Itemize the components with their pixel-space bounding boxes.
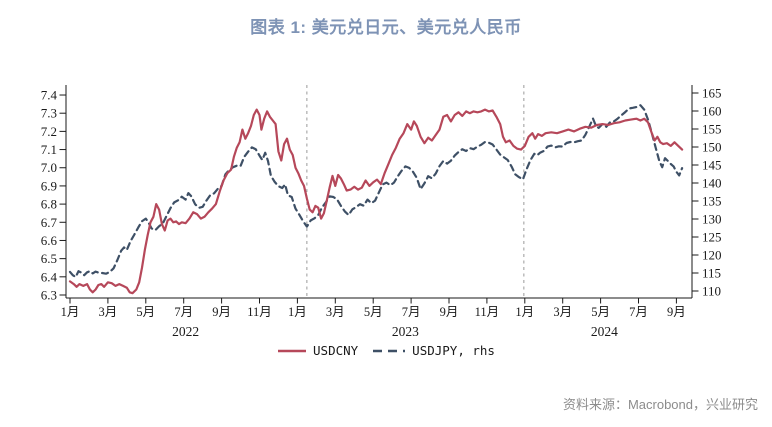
- axis-tick-label: 5月: [364, 305, 383, 319]
- axis-tick-label: 120: [702, 248, 722, 263]
- legend-label-usdjpy: USDJPY, rhs: [412, 343, 495, 358]
- axis-tick-label: 7.2: [41, 124, 57, 139]
- axis-tick-label: 2022: [172, 324, 199, 339]
- axis-tick-label: 160: [702, 104, 722, 119]
- axis-tick-label: 7月: [629, 305, 648, 319]
- axis-tick-label: 115: [702, 266, 721, 281]
- axis-tick-label: 1月: [515, 305, 534, 319]
- chart-title: 图表 1: 美元兑日元、美元兑人民币: [250, 18, 522, 37]
- chart-legend: USDCNY USDJPY, rhs: [0, 343, 772, 358]
- axis-tick-label: 165: [702, 86, 722, 101]
- axis-tick-label: 7.3: [41, 106, 57, 121]
- axis-tick-label: 150: [702, 140, 722, 155]
- axis-tick-label: 7月: [402, 305, 421, 319]
- axis-tick-label: 3月: [99, 305, 118, 319]
- axis-tick-label: 5月: [591, 305, 610, 319]
- axis-tick-label: 9月: [440, 305, 459, 319]
- axis-tick-label: 125: [702, 230, 722, 245]
- axis-tick-label: 11月: [475, 305, 500, 319]
- axis-tick-label: 6.8: [41, 197, 57, 212]
- axis-tick-label: 145: [702, 158, 722, 173]
- axis-tick-label: 7.1: [41, 142, 57, 157]
- usdjpy-dashed-line-swatch: [373, 349, 406, 352]
- axis-tick-label: 1月: [288, 305, 307, 319]
- axis-tick-label: 7月: [174, 305, 193, 319]
- axis-tick-label: 6.5: [41, 251, 57, 266]
- axis-tick-label: 6.6: [41, 233, 58, 248]
- axis-tick-label: 6.9: [41, 178, 57, 193]
- axis-tick-label: 7.4: [41, 88, 58, 103]
- axis-tick-label: 2024: [591, 324, 618, 339]
- axis-tick-label: 2023: [392, 324, 419, 339]
- axis-tick-label: 5月: [136, 305, 155, 319]
- axis-tick-label: 11月: [247, 305, 272, 319]
- axis-tick-label: 130: [702, 212, 722, 227]
- axis-tick-label: 6.7: [41, 215, 58, 230]
- axis-tick-label: 3月: [553, 305, 572, 319]
- axis-tick-label: 6.3: [41, 288, 57, 303]
- axis-tick-label: 9月: [667, 305, 686, 319]
- usdcny-line: [68, 108, 684, 295]
- axis-tick-label: 9月: [212, 305, 231, 319]
- legend-item-usdjpy: USDJPY, rhs: [372, 343, 495, 358]
- axis-tick-label: 1月: [61, 305, 80, 319]
- usdcny-solid-line-swatch: [278, 349, 307, 352]
- axis-tick-label: 110: [702, 284, 721, 299]
- legend-item-usdcny: USDCNY: [277, 343, 358, 358]
- source-note: 资料来源：Macrobond，兴业研究: [562, 397, 758, 412]
- usdjpy-line: [68, 104, 684, 279]
- axis-tick-label: 155: [702, 122, 722, 137]
- legend-label-usdcny: USDCNY: [313, 343, 359, 358]
- axis-tick-label: 135: [702, 194, 722, 209]
- axis-tick-label: 3月: [326, 305, 345, 319]
- axis-tick-label: 7.0: [41, 160, 57, 175]
- axis-tick-label: 140: [702, 176, 722, 191]
- axis-tick-label: 6.4: [41, 269, 58, 284]
